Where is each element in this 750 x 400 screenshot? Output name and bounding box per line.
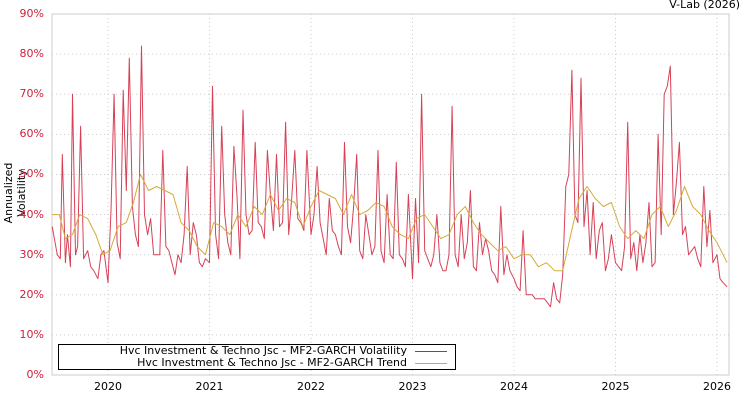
x-tick-label: 2023 (398, 380, 427, 393)
y-axis-label: Annualized Volatility (2, 162, 28, 224)
x-tick-label: 2024 (500, 380, 528, 393)
legend-item-trend: Hvc Investment & Techno Jsc - MF2-GARCH … (137, 357, 447, 369)
legend-label-trend: Hvc Investment & Techno Jsc - MF2-GARCH … (137, 356, 407, 369)
source-credit: V-Lab (2026) (669, 0, 740, 11)
y-tick-label: 50% (19, 167, 44, 181)
volatility-series-line (51, 45, 728, 308)
plot-area-frame (51, 13, 730, 376)
legend-item-volatility: Hvc Investment & Techno Jsc - MF2-GARCH … (120, 345, 447, 357)
y-tick-label: 0% (26, 368, 44, 381)
legend-swatch-trend (415, 362, 447, 364)
x-tick-label: 2026 (703, 380, 731, 393)
chart-legend: Hvc Investment & Techno Jsc - MF2-GARCH … (58, 344, 456, 370)
x-tick-label: 2020 (94, 380, 122, 393)
y-tick-label: 90% (19, 7, 44, 20)
y-tick-label: 40% (19, 207, 44, 221)
y-tick-label: 10% (19, 327, 44, 341)
y-tick-label: 80% (19, 47, 44, 61)
x-tick-label: 2022 (297, 380, 325, 393)
trend-series-line (52, 173, 728, 272)
x-tick-label: 2025 (601, 380, 630, 393)
legend-swatch-volatility (415, 350, 447, 352)
legend-label-volatility: Hvc Investment & Techno Jsc - MF2-GARCH … (119, 344, 407, 357)
y-tick-label: 60% (19, 127, 44, 141)
y-tick-label: 30% (19, 247, 44, 261)
y-tick-label: 20% (19, 287, 44, 301)
y-tick-label: 70% (19, 87, 44, 101)
x-tick-label: 2021 (195, 380, 224, 393)
grid-lines (52, 14, 729, 375)
